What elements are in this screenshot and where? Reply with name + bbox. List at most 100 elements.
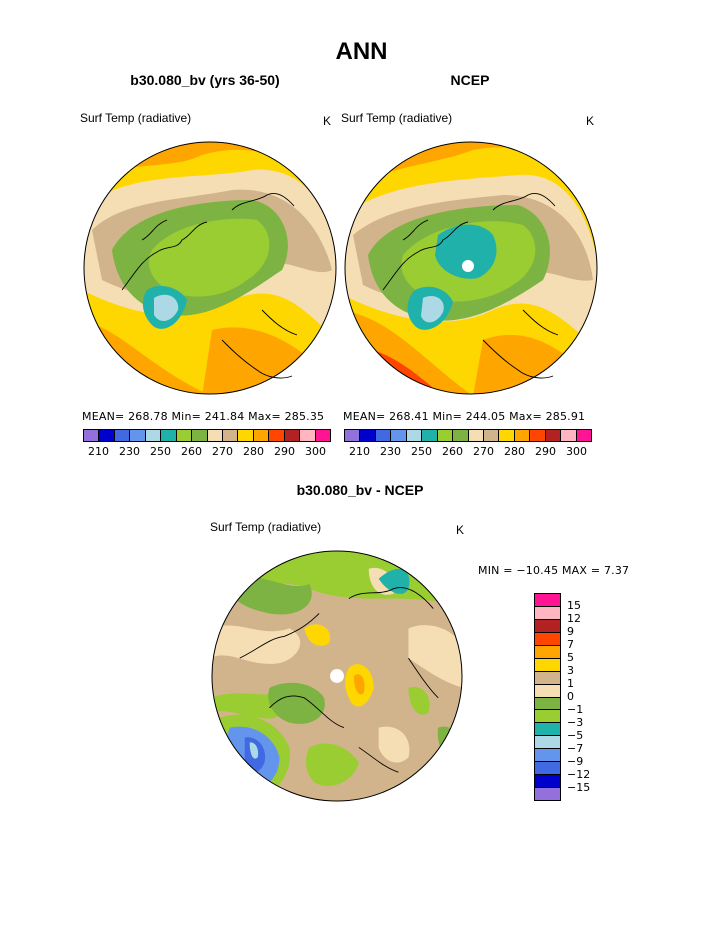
colorbar-swatch <box>535 658 560 672</box>
panel-2-stats: MEAN= 268.41 Min= 244.05 Max= 285.91 <box>343 410 586 423</box>
panel-3-variable-label: Surf Temp (radiative) <box>210 520 322 534</box>
colorbar-tick-label: 250 <box>150 445 171 458</box>
colorbar-swatch <box>345 430 361 441</box>
colorbar-swatch <box>535 671 560 685</box>
panel-1-colorbar-labels: 210 230 250 260 270 280 290 300 <box>83 445 331 461</box>
colorbar-swatch <box>406 430 423 441</box>
panel-1-variable-label: Surf Temp (radiative) <box>80 111 192 125</box>
panel-3-colorbar-labels: 15 12 9 7 5 3 1 0 −1 −3 −5 −7 −9 −12 −15 <box>567 593 607 801</box>
colorbar-tick-label: 210 <box>88 445 109 458</box>
colorbar-swatch <box>375 430 392 441</box>
colorbar-swatch <box>530 430 546 441</box>
colorbar-tick-label: −3 <box>567 716 584 729</box>
colorbar-tick-label: 290 <box>535 445 556 458</box>
colorbar-swatch <box>535 632 560 646</box>
colorbar-tick-label: 230 <box>380 445 401 458</box>
colorbar-tick-label: 0 <box>567 690 574 703</box>
colorbar-tick-label: 290 <box>274 445 295 458</box>
colorbar-swatch <box>576 430 591 441</box>
colorbar-swatch <box>269 430 285 441</box>
colorbar-swatch <box>535 749 560 763</box>
colorbar-tick-label: −9 <box>567 755 584 768</box>
colorbar-swatch <box>535 645 560 659</box>
panel-2-title: NCEP <box>450 72 490 88</box>
colorbar-tick-label: 270 <box>212 445 233 458</box>
colorbar-swatch <box>535 594 560 607</box>
colorbar-tick-label: 7 <box>567 638 574 651</box>
colorbar-swatch <box>238 430 254 441</box>
colorbar-swatch <box>114 430 131 441</box>
panel-1-polar-map <box>83 141 337 395</box>
panel-3-polar-map <box>211 550 463 802</box>
colorbar-swatch <box>535 697 560 711</box>
colorbar-swatch <box>130 430 146 441</box>
panel-2-colorbar <box>344 429 592 442</box>
colorbar-tick-label: 280 <box>243 445 264 458</box>
colorbar-swatch <box>222 430 239 441</box>
colorbar-tick-label: −15 <box>567 781 591 794</box>
colorbar-tick-label: 9 <box>567 625 574 638</box>
colorbar-tick-label: 300 <box>566 445 587 458</box>
panel-3-units-label: K <box>456 523 465 537</box>
colorbar-swatch <box>535 606 560 620</box>
panel-3-colorbar <box>534 593 561 801</box>
colorbar-swatch <box>315 430 330 441</box>
colorbar-swatch <box>300 430 316 441</box>
colorbar-swatch <box>145 430 162 441</box>
colorbar-swatch <box>360 430 376 441</box>
colorbar-swatch <box>514 430 531 441</box>
panel-3-title: b30.080_bv - NCEP <box>296 482 424 498</box>
colorbar-tick-label: −5 <box>567 729 584 742</box>
colorbar-swatch <box>535 788 560 800</box>
colorbar-swatch <box>535 684 560 698</box>
panel-1-colorbar <box>83 429 331 442</box>
colorbar-swatch <box>284 430 301 441</box>
colorbar-swatch <box>561 430 577 441</box>
panel-1-stats: MEAN= 268.78 Min= 241.84 Max= 285.35 <box>82 410 325 423</box>
colorbar-tick-label: −7 <box>567 742 584 755</box>
colorbar-tick-label: 230 <box>119 445 140 458</box>
colorbar-swatch <box>84 430 100 441</box>
colorbar-swatch <box>253 430 270 441</box>
colorbar-tick-label: 300 <box>305 445 326 458</box>
colorbar-tick-label: 250 <box>411 445 432 458</box>
colorbar-swatch <box>391 430 407 441</box>
colorbar-swatch <box>468 430 484 441</box>
colorbar-swatch <box>535 736 560 750</box>
colorbar-tick-label: 15 <box>567 599 581 612</box>
colorbar-tick-label: 260 <box>442 445 463 458</box>
colorbar-tick-label: 12 <box>567 612 581 625</box>
colorbar-swatch <box>499 430 515 441</box>
colorbar-tick-label: 260 <box>181 445 202 458</box>
colorbar-tick-label: 280 <box>504 445 525 458</box>
panel-2-units-label: K <box>586 114 595 128</box>
panel-2-polar-map <box>344 141 598 395</box>
colorbar-swatch <box>161 430 177 441</box>
colorbar-tick-label: −12 <box>567 768 591 781</box>
colorbar-tick-label: −1 <box>567 703 584 716</box>
colorbar-swatch <box>545 430 562 441</box>
colorbar-tick-label: 5 <box>567 651 574 664</box>
panel-3-missing-pole <box>330 669 344 683</box>
colorbar-swatch <box>207 430 223 441</box>
colorbar-swatch <box>535 762 560 776</box>
colorbar-swatch <box>437 430 454 441</box>
colorbar-tick-label: 1 <box>567 677 574 690</box>
colorbar-tick-label: 270 <box>473 445 494 458</box>
panel-1-units-label: K <box>323 114 332 128</box>
colorbar-swatch <box>535 723 560 737</box>
colorbar-swatch <box>535 775 560 789</box>
panel-3-stats: MIN = −10.45 MAX = 7.37 <box>478 564 630 577</box>
colorbar-swatch <box>422 430 438 441</box>
colorbar-swatch <box>535 619 560 633</box>
colorbar-swatch <box>176 430 193 441</box>
colorbar-swatch <box>192 430 208 441</box>
colorbar-swatch <box>453 430 469 441</box>
panel-2-variable-label: Surf Temp (radiative) <box>341 111 453 125</box>
colorbar-swatch <box>535 710 560 724</box>
panel-1-title: b30.080_bv (yrs 36-50) <box>130 72 280 88</box>
figure-title: ANN <box>335 38 388 65</box>
colorbar-swatch <box>483 430 500 441</box>
panel-2-missing-pole <box>462 260 474 272</box>
colorbar-tick-label: 210 <box>349 445 370 458</box>
